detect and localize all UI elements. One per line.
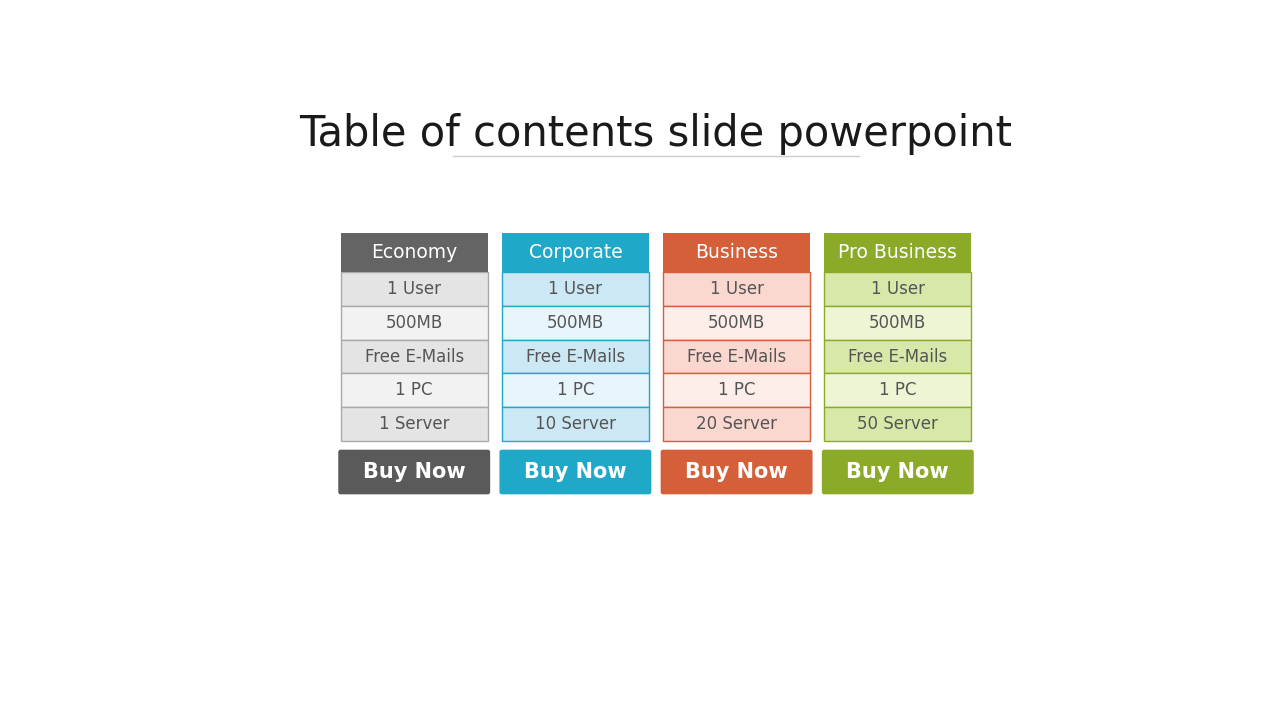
FancyBboxPatch shape (499, 450, 652, 495)
FancyBboxPatch shape (824, 272, 972, 306)
Text: 50 Server: 50 Server (858, 415, 938, 433)
Text: 10 Server: 10 Server (535, 415, 616, 433)
FancyBboxPatch shape (824, 374, 972, 408)
Text: 1 PC: 1 PC (879, 382, 916, 400)
Text: 1 PC: 1 PC (396, 382, 433, 400)
FancyBboxPatch shape (663, 306, 810, 340)
FancyBboxPatch shape (502, 340, 649, 374)
FancyBboxPatch shape (502, 374, 649, 408)
FancyBboxPatch shape (663, 340, 810, 374)
Text: 500MB: 500MB (385, 314, 443, 332)
FancyBboxPatch shape (502, 306, 649, 340)
Text: 1 User: 1 User (388, 280, 442, 298)
FancyBboxPatch shape (663, 272, 810, 306)
Text: 20 Server: 20 Server (696, 415, 777, 433)
Text: Free E-Mails: Free E-Mails (849, 348, 947, 366)
Text: Business: Business (695, 243, 778, 262)
Text: 1 User: 1 User (709, 280, 764, 298)
Text: 1 User: 1 User (870, 280, 925, 298)
FancyBboxPatch shape (824, 233, 972, 272)
Text: Corporate: Corporate (529, 243, 622, 262)
Text: Free E-Mails: Free E-Mails (687, 348, 786, 366)
FancyBboxPatch shape (502, 408, 649, 441)
FancyBboxPatch shape (340, 408, 488, 441)
FancyBboxPatch shape (824, 408, 972, 441)
Text: Table of contents slide powerpoint: Table of contents slide powerpoint (300, 112, 1012, 155)
Text: 500MB: 500MB (869, 314, 927, 332)
FancyBboxPatch shape (338, 450, 490, 495)
FancyBboxPatch shape (660, 450, 813, 495)
FancyBboxPatch shape (663, 408, 810, 441)
FancyBboxPatch shape (340, 272, 488, 306)
FancyBboxPatch shape (340, 374, 488, 408)
Text: 500MB: 500MB (708, 314, 765, 332)
Text: Buy Now: Buy Now (364, 462, 466, 482)
Text: Buy Now: Buy Now (524, 462, 627, 482)
Text: Buy Now: Buy Now (685, 462, 788, 482)
FancyBboxPatch shape (502, 233, 649, 272)
FancyBboxPatch shape (340, 340, 488, 374)
Text: Economy: Economy (371, 243, 457, 262)
Text: Free E-Mails: Free E-Mails (526, 348, 625, 366)
FancyBboxPatch shape (663, 374, 810, 408)
FancyBboxPatch shape (663, 233, 810, 272)
Text: 500MB: 500MB (547, 314, 604, 332)
Text: 1 Server: 1 Server (379, 415, 449, 433)
Text: 1 PC: 1 PC (718, 382, 755, 400)
FancyBboxPatch shape (822, 450, 974, 495)
FancyBboxPatch shape (824, 340, 972, 374)
Text: Buy Now: Buy Now (846, 462, 948, 482)
Text: Pro Business: Pro Business (838, 243, 957, 262)
FancyBboxPatch shape (340, 306, 488, 340)
Text: Free E-Mails: Free E-Mails (365, 348, 463, 366)
Text: 1 PC: 1 PC (557, 382, 594, 400)
Text: 1 User: 1 User (548, 280, 603, 298)
FancyBboxPatch shape (340, 233, 488, 272)
FancyBboxPatch shape (502, 272, 649, 306)
FancyBboxPatch shape (824, 306, 972, 340)
